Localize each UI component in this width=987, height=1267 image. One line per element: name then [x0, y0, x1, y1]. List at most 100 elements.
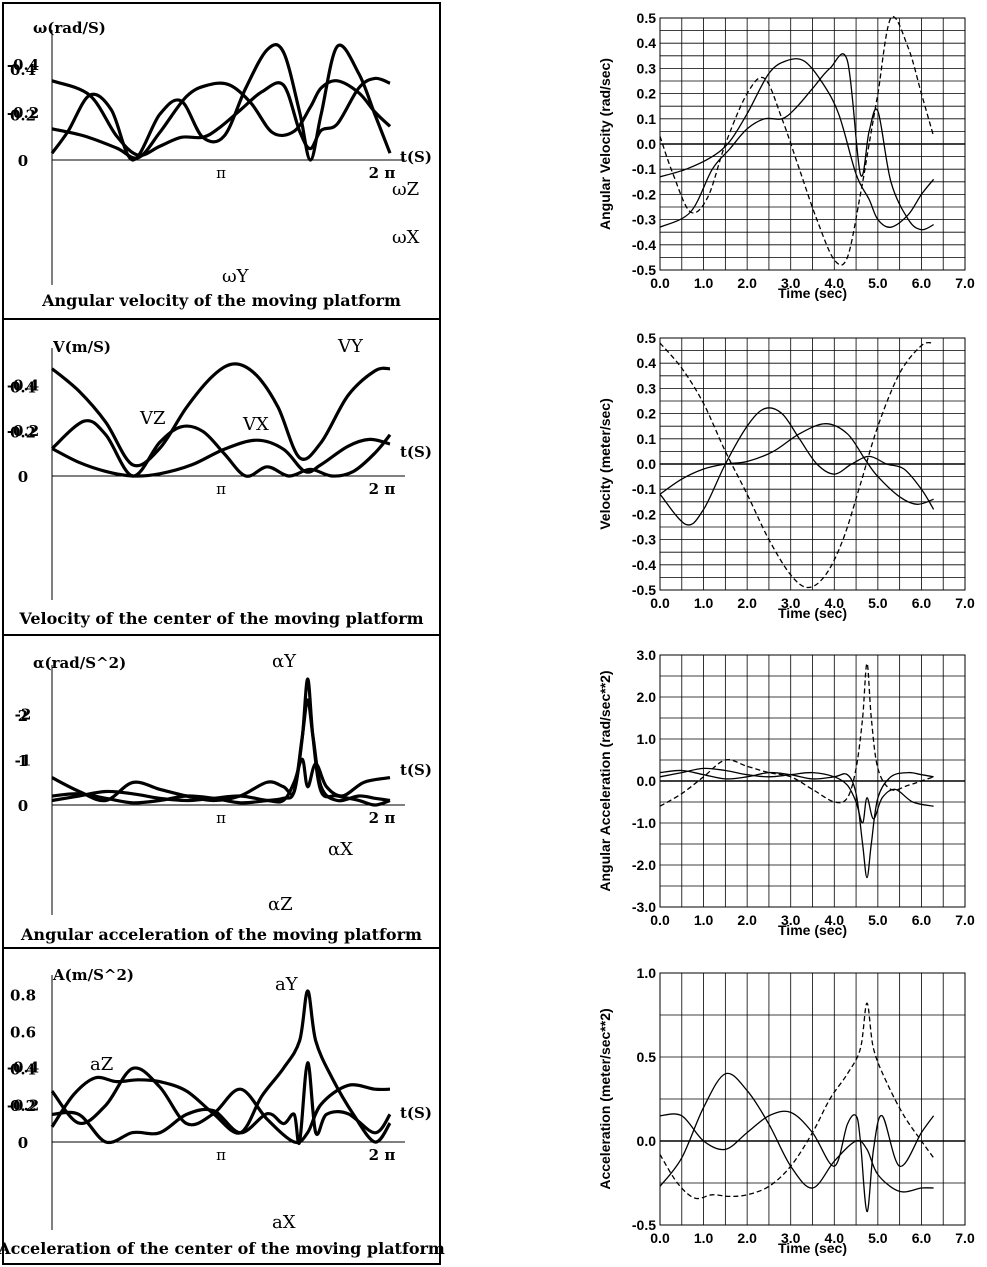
pi-mark: π: [216, 1146, 226, 1164]
x-axis-label: Time (sec): [778, 1240, 847, 1256]
x-tick-label: 7.0: [955, 1230, 975, 1246]
y-tick-label: 0.2: [10, 423, 36, 441]
x-tick-label: 6.0: [912, 912, 932, 928]
y-tick-label: -2: [15, 706, 32, 724]
x-tick-label: 5.0: [868, 275, 888, 291]
series-label: αX: [328, 839, 353, 860]
x-tick-label: 0.0: [650, 595, 670, 611]
y-tick-label: 0.4: [10, 1060, 36, 1078]
series-label: ωY: [222, 266, 250, 287]
series-line-ωX: [51, 76, 391, 158]
series-line-αY: [659, 662, 934, 807]
y-tick-label: -0.4: [632, 237, 656, 253]
series-line-aZ: [659, 1072, 934, 1193]
x-tick-label: 3.0: [781, 275, 801, 291]
series-line-αX: [659, 767, 934, 824]
plot-frame: [659, 17, 966, 271]
y-tick-label: -0.2: [7, 1096, 39, 1114]
x-axis-label: t(S): [400, 1104, 432, 1122]
y-tick-label: 0.6: [10, 1024, 36, 1042]
series-label: ωZ: [392, 179, 419, 200]
x-axis-label: t(S): [400, 761, 432, 779]
y-tick-label: -1: [15, 751, 32, 769]
y-tick-label: -0.4: [7, 376, 39, 394]
series-line-αX: [51, 757, 391, 804]
y-tick-label: 0.2: [637, 86, 657, 102]
left-chart-frame: [2, 947, 441, 1265]
y-tick-label: 0.0: [637, 456, 657, 472]
pi-mark: π: [216, 480, 226, 498]
y-tick-label: -0.1: [632, 481, 656, 497]
x-tick-label: 6.0: [912, 275, 932, 291]
y-tick-label: 0.2: [637, 406, 657, 422]
series-line-αZ: [659, 769, 934, 879]
y-tick-label: 0: [18, 1134, 28, 1152]
two-pi-mark: 2 π: [369, 809, 396, 827]
y-tick-label: -0.4: [7, 56, 39, 74]
series-line-ωY: [50, 43, 392, 162]
y-tick-label: -0.5: [632, 1217, 656, 1233]
y-tick-label: 0.1: [637, 431, 657, 447]
y-tick-label: -0.4: [7, 1059, 39, 1077]
x-tick-label: 4.0: [825, 912, 845, 928]
y-tick-label: 3.0: [637, 647, 657, 663]
x-tick-label: 4.0: [825, 275, 845, 291]
series-label: ωX: [392, 227, 420, 248]
series-line-αY: [51, 677, 391, 807]
chart-title: Angular velocity of the moving platform: [41, 291, 401, 310]
x-tick-label: 7.0: [955, 595, 975, 611]
y-tick-label: -2.0: [632, 857, 656, 873]
series-line-αZ: [51, 698, 391, 805]
x-tick-label: 0.0: [650, 912, 670, 928]
x-tick-label: 2.0: [737, 912, 757, 928]
x-tick-label: 0.0: [650, 275, 670, 291]
series-label: αZ: [268, 894, 293, 915]
x-axis-label: Time (sec): [778, 922, 847, 938]
x-tick-label: 5.0: [868, 1230, 888, 1246]
y-tick-label: 0.3: [637, 60, 657, 76]
y-tick-label: -0.2: [632, 506, 656, 522]
series-label: aY: [275, 974, 299, 995]
series-line-VY: [50, 362, 391, 468]
y-tick-label: -0.5: [632, 582, 656, 598]
y-tick-label: 0.3: [637, 380, 657, 396]
series-line-aZ: [50, 1066, 391, 1145]
right-chart-4: 1.00.50.0-0.50.0 1.0 2.0 3.0 4.0 5.0 6.0 7.0Tim…: [597, 965, 975, 1256]
x-tick-label: 1.0: [694, 1230, 714, 1246]
y-tick-label: 0: [18, 152, 28, 170]
y-tick-label: -0.1: [632, 161, 656, 177]
x-axis-label: t(S): [400, 443, 432, 461]
y-tick-label: -3.0: [632, 899, 656, 915]
series-line-ωX: [659, 53, 934, 231]
y-tick-label: 0.8: [10, 987, 36, 1005]
series-line-aY: [50, 989, 392, 1144]
y-tick-label: 0.5: [637, 330, 657, 346]
series-line-ωZ: [659, 58, 935, 228]
y-tick-label: 1.0: [637, 965, 657, 981]
x-axis-label: Time (sec): [778, 285, 847, 301]
y-tick-label: 0.0: [637, 1133, 657, 1149]
y-tick-label: -1.0: [632, 815, 656, 831]
x-tick-label: 3.0: [781, 912, 801, 928]
y-tick-label: 2.0: [637, 689, 657, 705]
y-tick-label: -0.2: [7, 104, 39, 122]
left-chart-4: 0.8 0.6 0.4 0.2 0 -0.2 -0.4 A(m/S^2) t(S) π 2 π aX a…: [0, 947, 445, 1265]
series-line-VY: [659, 341, 934, 589]
y-axis-label: α(rad/S^2): [33, 654, 126, 672]
right-chart-2: 0.50.40.30.20.10.0-0.1-0.2-0.3-0.4-0.50.…: [597, 330, 975, 621]
x-tick-label: 6.0: [912, 595, 932, 611]
y-tick-label: 0.4: [637, 35, 657, 51]
pi-mark: π: [216, 164, 226, 182]
x-tick-label: 2.0: [737, 595, 757, 611]
series-line-aX: [659, 1110, 935, 1213]
x-tick-label: 3.0: [781, 1230, 801, 1246]
x-tick-label: 5.0: [868, 912, 888, 928]
chart-title: Velocity of the center of the moving pla…: [18, 609, 423, 628]
left-chart-2: 0.4 0.2 0 -0.2 -0.4 V(m/S) t(S) π 2 π VX VY VZ Veloc…: [2, 318, 441, 636]
plot-frame: [659, 654, 966, 908]
y-tick-label: 0.4: [10, 379, 36, 397]
series-label: aX: [272, 1212, 296, 1233]
series-label: VY: [337, 336, 364, 357]
series-line-ωY: [659, 15, 935, 266]
y-tick-label: 0.0: [637, 773, 657, 789]
